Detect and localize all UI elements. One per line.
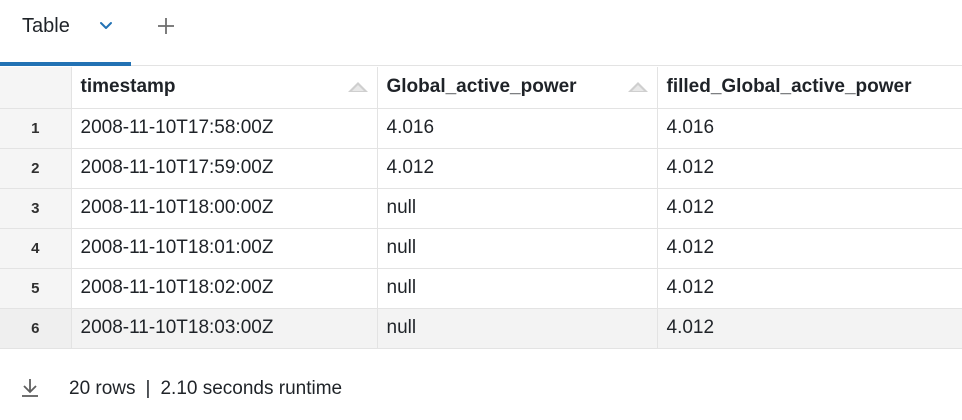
sort-icon[interactable] <box>347 81 369 93</box>
table-row: 4 2008-11-10T18:01:00Z null 4.012 <box>0 228 962 269</box>
table-cell[interactable]: 4.016 <box>657 108 962 149</box>
active-tab-indicator <box>0 62 131 66</box>
table-cell[interactable]: 4.012 <box>657 308 962 349</box>
row-index: 1 <box>0 108 72 149</box>
table-cell[interactable]: 4.016 <box>377 108 658 149</box>
table-cell[interactable]: 4.012 <box>657 148 962 189</box>
column-header-label: Global_active_power <box>386 76 577 98</box>
table-cell[interactable]: 2008-11-10T18:01:00Z <box>71 228 378 269</box>
column-header-label: timestamp <box>80 76 176 98</box>
column-header-filled-global-active-power[interactable]: filled_Global_active_power <box>657 67 962 109</box>
table-cell[interactable]: 2008-11-10T18:02:00Z <box>71 268 378 309</box>
table-cell[interactable]: 2008-11-10T18:03:00Z <box>71 308 378 349</box>
table-cell[interactable]: 2008-11-10T17:59:00Z <box>71 148 378 189</box>
column-header-timestamp[interactable]: timestamp <box>71 67 378 109</box>
row-index: 3 <box>0 188 72 229</box>
column-header-label: filled_Global_active_power <box>666 76 912 98</box>
footer-status: 20 rows | 2.10 seconds runtime <box>69 378 342 400</box>
table-row: 2 2008-11-10T17:59:00Z 4.012 4.012 <box>0 148 962 189</box>
table-row: 5 2008-11-10T18:02:00Z null 4.012 <box>0 268 962 309</box>
tab-bar: Table <box>0 0 962 66</box>
tab-table[interactable]: Table <box>0 0 131 66</box>
footer-separator: | <box>145 378 151 399</box>
table-cell[interactable]: 2008-11-10T18:00:00Z <box>71 188 378 229</box>
results-table: timestamp Global_active_power filled_Glo… <box>0 67 962 349</box>
table-cell[interactable]: null <box>377 188 658 229</box>
table-row: 3 2008-11-10T18:00:00Z null 4.012 <box>0 188 962 229</box>
sort-icon[interactable] <box>627 81 649 93</box>
runtime-label: 2.10 seconds runtime <box>160 378 343 399</box>
column-header-global-active-power[interactable]: Global_active_power <box>377 67 658 109</box>
table-cell[interactable]: 4.012 <box>657 228 962 269</box>
table-cell[interactable]: null <box>377 228 658 269</box>
header-row: timestamp Global_active_power filled_Glo… <box>0 67 962 109</box>
table-cell[interactable]: 2008-11-10T17:58:00Z <box>71 108 378 149</box>
results-footer: 20 rows | 2.10 seconds runtime <box>0 348 962 420</box>
row-index: 5 <box>0 268 72 309</box>
table-cell[interactable]: null <box>377 268 658 309</box>
table-row: 6 2008-11-10T18:03:00Z null 4.012 <box>0 308 962 349</box>
row-index: 6 <box>0 308 72 349</box>
download-icon[interactable] <box>19 377 41 399</box>
table-cell[interactable]: 4.012 <box>377 148 658 189</box>
row-index: 4 <box>0 228 72 269</box>
index-header <box>0 67 72 109</box>
table-row: 1 2008-11-10T17:58:00Z 4.016 4.016 <box>0 108 962 149</box>
tab-label: Table <box>22 15 70 37</box>
table-cell[interactable]: 4.012 <box>657 268 962 309</box>
plus-icon[interactable] <box>154 14 178 38</box>
row-index: 2 <box>0 148 72 189</box>
row-count: 20 rows <box>69 378 136 399</box>
table-cell[interactable]: 4.012 <box>657 188 962 229</box>
table-cell[interactable]: null <box>377 308 658 349</box>
chevron-down-icon[interactable] <box>99 20 113 32</box>
